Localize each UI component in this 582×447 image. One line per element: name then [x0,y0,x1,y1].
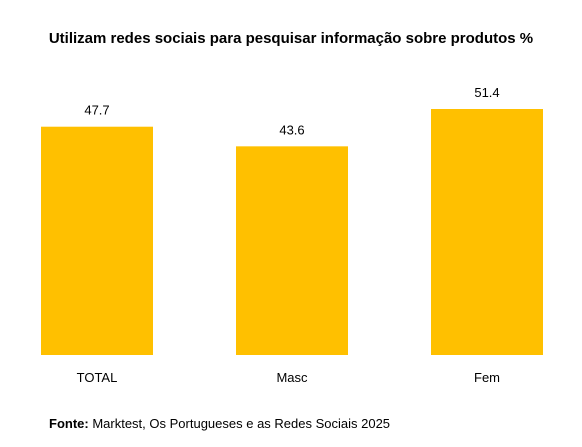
data-label-fem: 51.4 [474,85,499,100]
bar-fem [431,109,543,355]
bar-total [41,126,153,356]
source-prefix: Fonte: [49,416,89,431]
source-note: Fonte: Marktest, Os Portugueses e as Red… [49,416,390,431]
data-label-total: 47.7 [84,103,109,118]
bar-masc [236,146,348,355]
category-label-fem: Fem [474,370,500,385]
category-label-total: TOTAL [77,370,118,385]
source-text: Marktest, Os Portugueses e as Redes Soci… [88,416,391,431]
category-label-masc: Masc [276,370,308,385]
chart-title: Utilizam redes sociais para pesquisar in… [48,30,534,47]
data-label-masc: 43.6 [279,122,304,137]
